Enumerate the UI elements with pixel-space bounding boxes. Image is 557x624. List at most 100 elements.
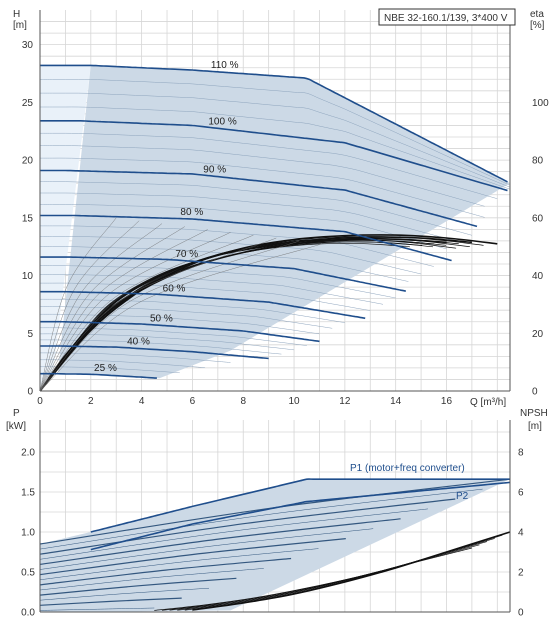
power-curves: [39, 478, 511, 611]
power-curve: [39, 548, 319, 581]
npsh-tick-label: 8: [518, 448, 524, 459]
speed-label-70: 70 %: [175, 249, 198, 260]
system-curve: [39, 237, 277, 392]
power-tick-label: 2.0: [21, 448, 35, 459]
power-tick-label: 1.5: [21, 488, 35, 499]
npsh-axis-label-line2: [m]: [528, 421, 542, 432]
system-curve: [39, 243, 323, 392]
system-curve: [39, 240, 300, 392]
power-npsh-chart: 0.0 0.5 1.0 1.5 2.0 0 2 4 6 8 P [kW] NPSH [m] P1 …: [6, 408, 548, 619]
power-axes: [39, 420, 511, 613]
speed-label-90: 90 %: [203, 164, 226, 175]
power-tick-label: 1.0: [21, 528, 35, 539]
p2-label: P2: [456, 491, 469, 502]
flow-axis-label: Q [m³/h]: [470, 397, 506, 408]
power-curve: [39, 488, 483, 550]
power-curve: [39, 557, 292, 586]
intermediate-speed-curve: [40, 265, 396, 299]
x-tick-label: 2: [88, 396, 94, 407]
speed-curve-100: [39, 119, 508, 192]
intermediate-speed-curve: [40, 106, 511, 190]
power-curve-p1-motor-freq-converter: [90, 478, 510, 533]
speed-curve-25: [39, 372, 157, 379]
system-curve: [39, 232, 231, 392]
power-curve: [39, 518, 401, 565]
npsh-tick-label: 2: [518, 568, 524, 579]
intermediate-speed-curve: [39, 225, 434, 267]
eta-tick-label: 100: [532, 98, 549, 109]
intermediate-speed-curve: [40, 282, 371, 311]
intermediate-speed-curve: [40, 298, 345, 323]
npsh-curve: [154, 547, 472, 611]
operating-range: [57, 65, 511, 379]
speed-curve-60: [40, 290, 366, 320]
power-curve: [39, 577, 237, 596]
head-axis-label-line1: H: [13, 9, 20, 20]
power-axis-label-line1: P: [13, 408, 20, 419]
head-ticks: 0 2 4 6 8 10 12 14 16 0 5 10 15 20 25 30 0 20 40 60 80 100: [22, 40, 549, 407]
system-curve: [39, 220, 140, 392]
operating-range-area: [40, 65, 511, 391]
eta-axis-label-line2: [%]: [530, 20, 545, 31]
speed-label-100: 100 %: [208, 117, 236, 128]
speed-label-110: 110 %: [211, 60, 239, 71]
npsh-curve: [169, 541, 488, 611]
speed-label-50: 50 %: [150, 313, 173, 324]
power-curve: [39, 568, 264, 591]
intermediate-speed-curve: [40, 145, 485, 207]
intermediate-speed-curve: [39, 366, 180, 374]
speed-curve-80: [40, 214, 452, 262]
power-curve: [39, 587, 210, 601]
eta-tick-label: 20: [532, 329, 544, 340]
x-tick-label: 4: [139, 396, 145, 407]
chart-title: NBE 32-160.1/139, 3*400 V: [384, 13, 508, 24]
npsh-curve: [161, 544, 480, 611]
power-curve: [39, 528, 374, 570]
speed-label-60: 60 %: [163, 283, 186, 294]
intermediate-speed-curve: [40, 79, 511, 186]
speed-label-80: 80 %: [180, 207, 203, 218]
speed-curve-50: [40, 320, 320, 343]
x-tick-label: 12: [339, 396, 351, 407]
x-tick-label: 8: [240, 396, 246, 407]
power-tick-label: 0.5: [21, 568, 35, 579]
speed-label-40: 40 %: [127, 337, 150, 348]
intermediate-speed-curve: [39, 181, 472, 236]
system-curve: [39, 223, 163, 392]
head-efficiency-chart: 0 2 4 6 8 10 12 14 16 0 5 10 15 20 25 30 0 20 40 60 80 100 11…: [13, 8, 549, 408]
head-curves: [39, 64, 508, 379]
system-curve: [39, 234, 254, 392]
power-curve: [39, 508, 428, 560]
npsh-tick-label: 4: [518, 528, 524, 539]
power-ticks: 0.0 0.5 1.0 1.5 2.0 0 2 4 6 8: [21, 448, 524, 619]
speed-label-25: 25 %: [94, 363, 117, 374]
head-axis-label-line2: [m]: [13, 20, 27, 31]
intermediate-speed-curve: [39, 359, 206, 368]
chart-title-box: [378, 8, 516, 26]
intermediate-speed-curve: [40, 306, 333, 329]
intermediate-speed-curve: [40, 236, 422, 275]
intermediate-speed-curve: [40, 204, 447, 250]
speed-curve-90: [39, 169, 478, 228]
eta-tick-label: 80: [532, 156, 544, 167]
speed-curve-70: [40, 256, 406, 292]
intermediate-speed-curve: [40, 132, 498, 199]
system-curve: [39, 217, 117, 392]
intermediate-speed-curve: [40, 274, 384, 305]
head-tick-label: 15: [22, 213, 34, 224]
x-tick-label: 10: [288, 396, 300, 407]
npsh-tick-label: 0: [518, 608, 524, 619]
x-tick-label: 0: [37, 396, 43, 407]
x-tick-label: 14: [390, 396, 402, 407]
low-flow-area: [40, 65, 91, 391]
head-tick-label: 30: [22, 40, 34, 51]
power-tick-label: 0.0: [21, 608, 35, 619]
intermediate-speed-curve: [39, 157, 485, 218]
head-tick-label: 0: [27, 387, 33, 398]
x-tick-label: 16: [441, 396, 453, 407]
npsh-tick-label: 6: [518, 488, 524, 499]
speed-curve-40: [40, 345, 269, 360]
power-curve: [39, 597, 182, 606]
power-curve: [39, 538, 346, 576]
